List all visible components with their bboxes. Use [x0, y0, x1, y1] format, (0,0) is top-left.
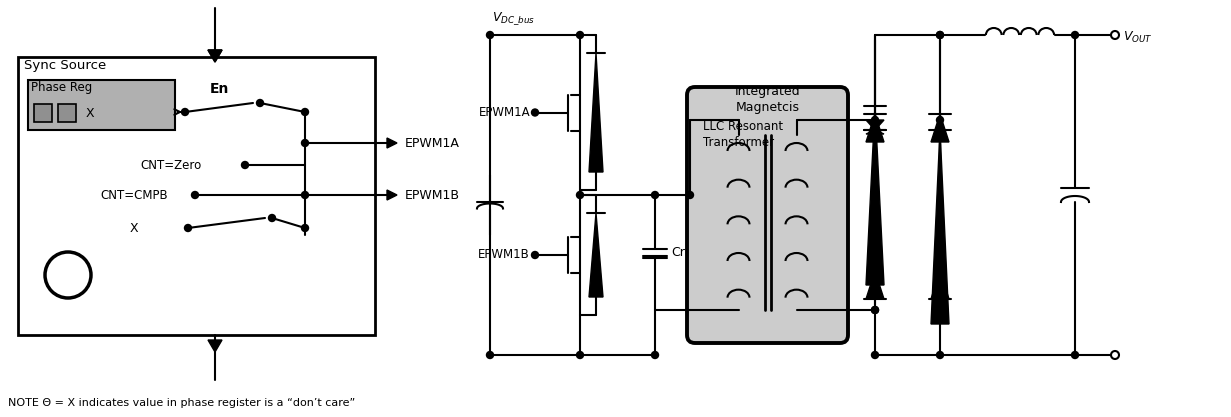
Polygon shape [208, 340, 222, 352]
Circle shape [302, 191, 309, 198]
Text: $V_{DC\_bus}$: $V_{DC\_bus}$ [492, 10, 535, 27]
Polygon shape [931, 130, 949, 324]
Bar [58, 104, 76, 122]
Text: X: X [130, 221, 139, 234]
Circle shape [651, 191, 659, 198]
Text: NOTE Θ = X indicates value in phase register is a “don’t care”: NOTE Θ = X indicates value in phase regi… [7, 398, 356, 408]
Circle shape [302, 224, 309, 231]
Circle shape [46, 252, 91, 298]
Circle shape [872, 306, 879, 314]
Circle shape [576, 191, 583, 198]
Circle shape [185, 224, 192, 231]
Circle shape [192, 191, 198, 198]
Text: LLC Resonant
Transformer: LLC Resonant Transformer [703, 120, 783, 149]
Circle shape [687, 191, 693, 198]
Text: EPWM1B: EPWM1B [479, 249, 531, 261]
Bar [18, 57, 375, 335]
Circle shape [937, 116, 943, 123]
Polygon shape [208, 50, 222, 62]
Polygon shape [865, 130, 884, 134]
Polygon shape [865, 106, 884, 285]
Circle shape [937, 352, 943, 359]
Polygon shape [588, 213, 603, 297]
Polygon shape [865, 120, 884, 130]
Circle shape [302, 108, 309, 116]
Circle shape [937, 32, 943, 38]
Polygon shape [865, 114, 884, 142]
Polygon shape [387, 138, 398, 148]
Text: EPWM1A: EPWM1A [405, 136, 460, 150]
Circle shape [576, 32, 583, 38]
Circle shape [181, 108, 188, 116]
Text: X: X [86, 106, 95, 120]
Polygon shape [588, 53, 603, 172]
Circle shape [1112, 351, 1119, 359]
Circle shape [937, 306, 943, 314]
Text: EPWM1A: EPWM1A [479, 106, 531, 119]
Polygon shape [931, 114, 949, 142]
Text: $V_{OUT}$: $V_{OUT}$ [1123, 30, 1152, 45]
Circle shape [937, 32, 943, 38]
FancyBboxPatch shape [687, 87, 848, 343]
Text: Sync Source: Sync Source [23, 59, 106, 72]
Text: CNT=Zero: CNT=Zero [140, 158, 201, 171]
Circle shape [268, 214, 276, 221]
Circle shape [872, 116, 879, 123]
Circle shape [1071, 32, 1078, 38]
Text: Cr: Cr [671, 246, 684, 259]
Circle shape [651, 352, 659, 359]
Circle shape [486, 352, 494, 359]
Circle shape [302, 140, 309, 146]
Polygon shape [387, 190, 398, 200]
Text: Integrated
Magnetcis: Integrated Magnetcis [735, 85, 800, 114]
Polygon shape [865, 271, 884, 299]
Circle shape [576, 352, 583, 359]
Bar [28, 80, 175, 130]
Bar [34, 104, 52, 122]
Circle shape [872, 306, 879, 314]
Circle shape [486, 32, 494, 38]
Text: En: En [211, 82, 229, 96]
Text: CNT=CMPB: CNT=CMPB [100, 188, 167, 201]
Circle shape [532, 251, 538, 259]
Circle shape [532, 109, 538, 116]
Circle shape [256, 100, 263, 106]
Polygon shape [208, 50, 222, 62]
Text: Phase Reg: Phase Reg [31, 81, 92, 94]
Circle shape [1112, 31, 1119, 39]
Text: 1: 1 [62, 266, 74, 284]
Text: EPWM1B: EPWM1B [405, 188, 460, 201]
Circle shape [872, 352, 879, 359]
Polygon shape [931, 271, 949, 299]
Circle shape [241, 161, 249, 168]
Circle shape [1071, 352, 1078, 359]
